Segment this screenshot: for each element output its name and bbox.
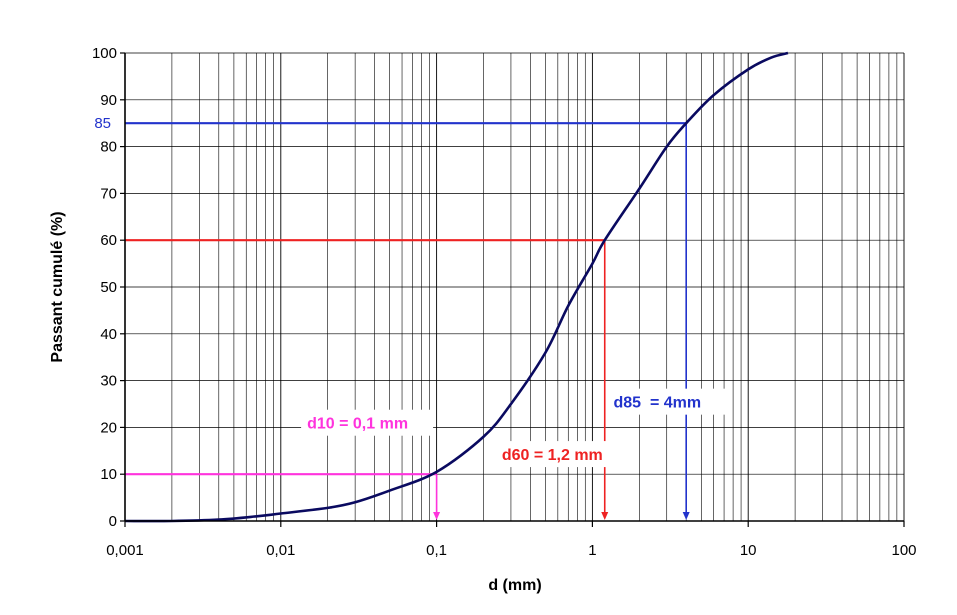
x-axis-label: d (mm) [488, 577, 541, 594]
y-tick-label: 60 [100, 232, 117, 249]
labels: d (mm) Passant cumulé (%) [49, 211, 542, 594]
ref-arrow-head [433, 512, 441, 520]
x-tick-label: 1 [588, 542, 596, 559]
annotation-label: d85 = 4mm [613, 395, 701, 412]
annotation-background [495, 441, 632, 468]
y-tick-label: 10 [100, 466, 117, 483]
y-tick-label: 20 [100, 419, 117, 436]
annotation-background [301, 409, 434, 436]
annotations: 85 d10 = 0,1 mm d60 = 1,2 mm d85 = 4mm [94, 115, 730, 468]
y-tick-label: 0 [109, 513, 117, 530]
annotation-label: d60 = 1,2 mm [502, 447, 603, 464]
annotation-background [607, 388, 730, 415]
y-tick-label: 90 [100, 92, 117, 109]
y-tick-label: 30 [100, 373, 117, 390]
reference-lines [125, 122, 690, 520]
curve-layer [124, 51, 789, 523]
axes: 0 10 20 30 40 50 60 70 80 90 100 0,001 0,01 0,1 1 10 100 [92, 45, 917, 559]
y-tick-label: 50 [100, 279, 117, 296]
ref-value-label: 85 [94, 115, 111, 132]
x-tick-label: 100 [891, 542, 916, 559]
y-axis-label: Passant cumulé (%) [49, 211, 66, 362]
annotation-label: d10 = 0,1 mm [307, 416, 408, 433]
ref-arrow-head [601, 512, 609, 520]
x-tick-label: 0,1 [426, 542, 447, 559]
x-tick-label: 0,01 [266, 542, 295, 559]
y-tick-label: 80 [100, 139, 117, 156]
y-tick-label: 70 [100, 185, 117, 202]
y-tick-label: 100 [92, 45, 117, 62]
y-tick-label: 40 [100, 326, 117, 343]
ref-arrow-head [682, 512, 690, 520]
x-tick-label: 10 [740, 542, 757, 559]
x-tick-label: 0,001 [106, 542, 144, 559]
grain-size-curve [124, 51, 789, 523]
